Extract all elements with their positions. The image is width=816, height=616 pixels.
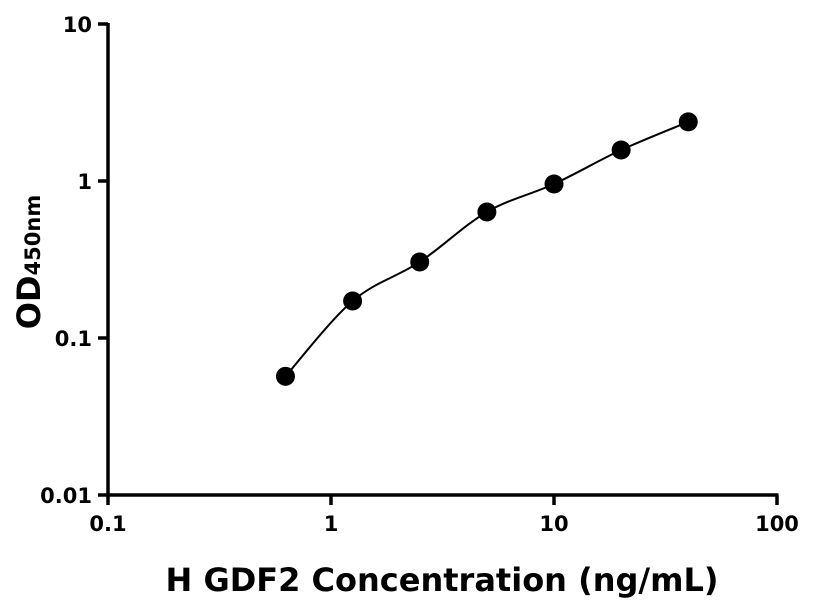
data-point — [477, 202, 497, 222]
y-tick-label: 0.1 — [55, 327, 92, 351]
y-tick-label: 1 — [77, 170, 92, 194]
data-point — [343, 291, 363, 311]
data-point — [611, 140, 631, 160]
fit-curve — [284, 120, 689, 377]
x-tick-label: 10 — [539, 512, 568, 536]
data-point — [544, 174, 564, 194]
x-axis-label: H GDF2 Concentration (ng/mL) — [166, 561, 719, 599]
x-tick-label: 100 — [755, 512, 799, 536]
y-tick-label: 0.01 — [40, 484, 92, 508]
y-axis-label-subscript: 450nm — [21, 195, 45, 276]
data-points — [275, 112, 698, 386]
y-axis-label: OD450nm — [10, 195, 48, 329]
x-tick-label: 1 — [324, 512, 339, 536]
y-axis-label-main: OD — [10, 275, 48, 329]
x-tick-label: 0.1 — [89, 512, 126, 536]
data-point — [410, 252, 430, 272]
data-point — [678, 112, 698, 132]
axes: 0.1 1 10 100 0.01 0.1 1 10 — [40, 13, 799, 536]
data-point — [275, 366, 295, 386]
y-tick-label: 10 — [63, 13, 92, 37]
